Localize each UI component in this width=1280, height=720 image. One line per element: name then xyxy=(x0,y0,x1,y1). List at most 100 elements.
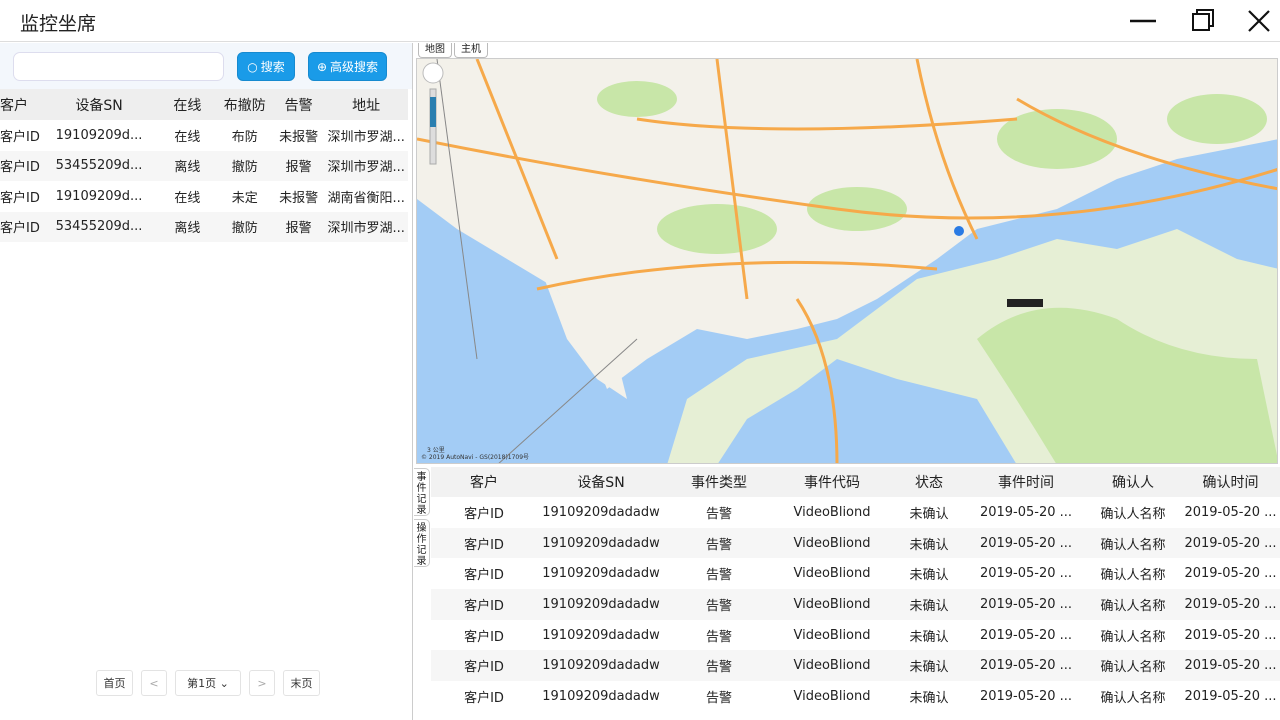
table-cell: VideoBliond xyxy=(773,589,891,620)
chevron-down-icon: ⌄ xyxy=(219,676,229,690)
column-header: 布撤防 xyxy=(216,89,273,120)
table-cell: 撤防 xyxy=(216,150,273,181)
table-cell: 2019-05-20 ... xyxy=(1181,650,1280,682)
table-cell: 客户ID xyxy=(0,190,40,206)
table-cell: 撤防 xyxy=(216,211,273,242)
table-cell: 2019-05-20 ... xyxy=(967,650,1085,682)
table-cell: 深圳市罗湖... xyxy=(324,150,408,181)
table-cell: 2019-05-20 ... xyxy=(1184,566,1277,582)
column-header: 告警 xyxy=(272,89,325,120)
map-canvas: © 2019 AutoNavi - GS(2018)1709号 3 公里 xyxy=(417,59,1277,463)
zoom-control[interactable] xyxy=(422,62,444,165)
page-select[interactable]: 第1页 ⌄ xyxy=(175,670,241,696)
search-icon: ○ xyxy=(247,59,258,74)
table-cell: 告警 xyxy=(705,629,732,645)
window-title: 监控坐席 xyxy=(20,13,97,35)
pagination: 首页 < 第1页 ⌄ > 末页 xyxy=(96,670,320,696)
column-header: 确认时间 xyxy=(1181,467,1280,497)
search-button[interactable]: ○ 搜索 xyxy=(237,52,295,81)
device-table: 客户 设备SN 在线 布撤防 告警 地址 客户ID 19109209d... 在线 布防 未报警 深圳… xyxy=(0,89,408,242)
table-row[interactable]: 客户ID 19109209dadadw 告警 VideoBliond 未确认 2019-0… xyxy=(431,650,1280,682)
table-cell: 2019-05-20 ... xyxy=(967,527,1085,559)
table-cell: 客户ID xyxy=(464,690,504,706)
table-cell: 未确认 xyxy=(909,568,949,584)
table-cell: 客户ID xyxy=(464,568,504,584)
table-cell: 未确认 xyxy=(909,690,949,706)
search-bar: ○ 搜索 ⊕ 高级搜索 xyxy=(0,43,412,89)
table-cell: 客户ID xyxy=(431,650,537,682)
table-cell: 2019-05-20 ... xyxy=(979,566,1073,582)
table-row[interactable]: 客户ID 19109209dadadw 告警 VideoBliond 未确认 2019-0… xyxy=(431,558,1280,589)
restore-icon[interactable] xyxy=(1188,6,1218,36)
column-header: 设备SN xyxy=(39,89,159,120)
table-cell: 确认人名称 xyxy=(1085,589,1181,620)
table-cell: 2019-05-20 ... xyxy=(1184,504,1277,520)
map-copyright: © 2019 AutoNavi - GS(2018)1709号 xyxy=(421,454,529,461)
column-header: 设备SN xyxy=(537,467,665,497)
table-cell: 告警 xyxy=(705,506,732,522)
column-header: 客户 xyxy=(431,467,537,497)
table-cell: 确认人名称 xyxy=(1085,650,1181,682)
table-cell: VideoBliond xyxy=(773,527,891,559)
table-cell: 19109209dadadw xyxy=(537,650,665,682)
table-row[interactable]: 客户ID 53455209d... 离线 撤防 报警 深圳市罗湖... xyxy=(0,150,408,181)
table-cell: 19109209dadadw xyxy=(537,527,665,559)
table-cell: 19109209d... xyxy=(55,127,143,143)
table-cell: 告警 xyxy=(665,650,773,682)
table-row[interactable]: 客户ID 19109209d... 在线 布防 未报警 深圳市罗湖... xyxy=(0,120,408,151)
table-cell: 2019-05-20 ... xyxy=(967,589,1085,620)
table-cell: 未确认 xyxy=(891,650,967,682)
table-cell: 19109209d... xyxy=(55,188,143,204)
table-row[interactable]: 客户ID 19109209d... 在线 未定 未报警 湖南省衡阳... xyxy=(0,181,408,212)
table-cell: 19109209dadadw xyxy=(542,627,660,643)
table-cell: 客户ID xyxy=(0,129,40,145)
close-icon[interactable] xyxy=(1244,6,1274,36)
table-row[interactable]: 客户ID 19109209dadadw 告警 VideoBliond 未确认 2019-0… xyxy=(431,681,1280,712)
advanced-search-icon: ⊕ xyxy=(316,59,328,74)
prev-page-button[interactable]: < xyxy=(141,670,167,696)
table-row[interactable]: 客户ID 19109209dadadw 告警 VideoBliond 未确认 2019-0… xyxy=(431,497,1280,528)
table-cell: 未报警 xyxy=(279,129,319,145)
advanced-search-label: 高级搜索 xyxy=(330,60,379,74)
table-cell: VideoBliond xyxy=(793,688,871,704)
table-cell: 湖南省衡阳... xyxy=(327,190,405,206)
column-header: 地址 xyxy=(324,89,408,120)
next-page-button[interactable]: > xyxy=(249,670,275,696)
table-cell: 确认人名称 xyxy=(1100,506,1166,522)
table-row[interactable]: 客户ID 19109209dadadw 告警 VideoBliond 未确认 2019-0… xyxy=(431,589,1280,620)
map-view[interactable]: © 2019 AutoNavi - GS(2018)1709号 3 公里 xyxy=(416,58,1278,464)
search-input[interactable] xyxy=(13,52,224,81)
minimize-icon[interactable] xyxy=(1128,6,1158,36)
table-row[interactable]: 客户ID 53455209d... 离线 撤防 报警 深圳市罗湖... xyxy=(0,211,408,242)
table-cell: 离线 xyxy=(158,150,217,181)
table-cell: 2019-05-20 ... xyxy=(1184,627,1277,643)
first-page-button[interactable]: 首页 xyxy=(96,670,133,696)
table-cell: 确认人名称 xyxy=(1100,690,1166,706)
map-scale: 3 公里 xyxy=(427,447,445,454)
table-cell: 告警 xyxy=(665,589,773,620)
table-cell: 53455209d... xyxy=(39,150,159,181)
column-header: 事件类型 xyxy=(665,467,773,497)
tab-event-records[interactable]: 事件记录 xyxy=(414,468,430,516)
table-cell: VideoBliond xyxy=(793,566,871,582)
table-cell: 在线 xyxy=(174,190,201,206)
table-cell: 客户ID xyxy=(464,629,504,645)
tab-host[interactable]: 主机 xyxy=(454,43,488,58)
table-cell: 报警 xyxy=(272,150,325,181)
table-cell: 告警 xyxy=(705,568,732,584)
column-header: 在线 xyxy=(158,89,217,120)
table-cell: 布防 xyxy=(231,129,258,145)
table-cell: 2019-05-20 ... xyxy=(979,627,1073,643)
table-cell: 2019-05-20 ... xyxy=(979,504,1073,520)
table-row[interactable]: 客户ID 19109209dadadw 告警 VideoBliond 未确认 2019-0… xyxy=(431,620,1280,651)
table-cell: 未定 xyxy=(231,190,258,206)
last-page-button[interactable]: 末页 xyxy=(283,670,320,696)
column-header: 客户 xyxy=(0,89,40,120)
tab-operation-records[interactable]: 操作记录 xyxy=(414,519,430,567)
table-cell: 2019-05-20 ... xyxy=(1181,589,1280,620)
tab-map[interactable]: 地图 xyxy=(418,43,452,58)
advanced-search-button[interactable]: ⊕ 高级搜索 xyxy=(308,52,387,81)
record-tabs: 事件记录 操作记录 xyxy=(414,468,430,570)
table-row[interactable]: 客户ID 19109209dadadw 告警 VideoBliond 未确认 2019-0… xyxy=(431,527,1280,559)
page-label: 第1页 xyxy=(187,677,217,690)
